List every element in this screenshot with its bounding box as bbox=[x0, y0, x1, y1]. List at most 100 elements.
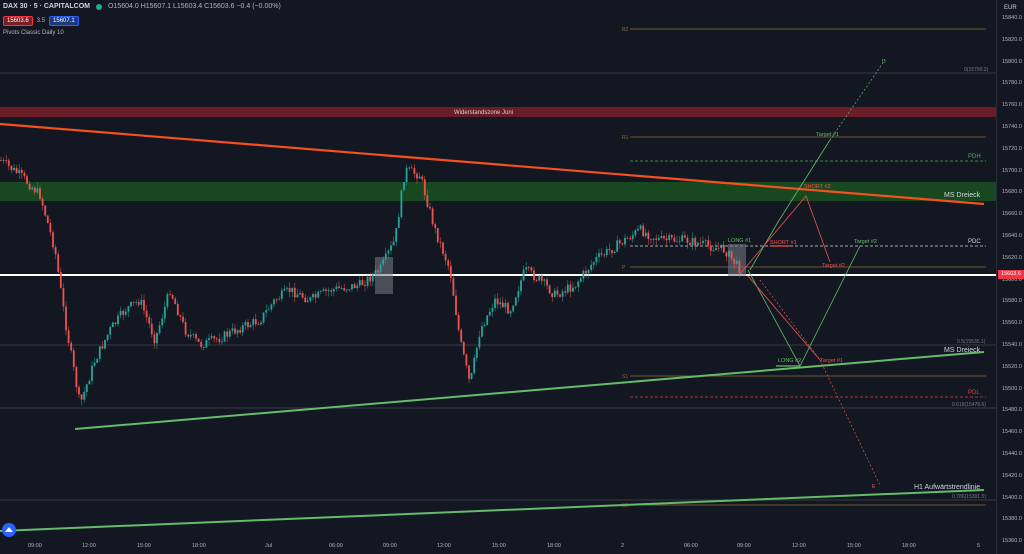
candle-body bbox=[249, 324, 252, 328]
candle-body bbox=[514, 297, 517, 306]
candle-body bbox=[223, 331, 226, 342]
candle-body bbox=[0, 160, 2, 161]
candle-body bbox=[85, 384, 88, 392]
candle-body bbox=[608, 248, 611, 251]
price-tick: 15600.0 bbox=[1002, 276, 1022, 283]
ask-button[interactable]: 15607.1 bbox=[49, 16, 79, 26]
candle-body bbox=[273, 299, 275, 305]
resist-zone[interactable] bbox=[0, 107, 996, 117]
time-tick: 15:00 bbox=[847, 543, 861, 549]
bid-button[interactable]: 15603.6 bbox=[3, 16, 33, 26]
candle-body bbox=[2, 160, 5, 161]
ohlc-readout: O15604.0 H15607.1 L15603.4 C15603.6 −0.4… bbox=[108, 3, 281, 10]
candle-body bbox=[395, 227, 398, 242]
candle-body bbox=[280, 290, 283, 299]
candle-body bbox=[509, 311, 512, 314]
pdc-label: PDC bbox=[968, 239, 981, 245]
candle-body bbox=[520, 280, 522, 292]
p-label: P bbox=[622, 265, 626, 271]
currency-label[interactable]: EUR bbox=[1004, 5, 1017, 11]
time-tick: 09:00 bbox=[28, 543, 42, 549]
candle-body bbox=[650, 239, 652, 240]
candle-body bbox=[691, 237, 694, 246]
candle-body bbox=[572, 287, 574, 292]
candle-body bbox=[707, 240, 710, 246]
pdl-label: PDL bbox=[968, 390, 980, 396]
candle-body bbox=[140, 299, 143, 305]
candle-body bbox=[83, 391, 86, 400]
candle-body bbox=[369, 276, 372, 282]
time-tick: 15:00 bbox=[137, 543, 151, 549]
ms-bottom-trendline[interactable] bbox=[74, 351, 985, 430]
candle-body bbox=[673, 237, 676, 242]
candle-body bbox=[330, 290, 333, 292]
candle-body bbox=[364, 285, 366, 287]
candle-body bbox=[197, 338, 200, 342]
candle-body bbox=[169, 294, 171, 295]
candle-body bbox=[106, 334, 109, 340]
candle-body bbox=[725, 252, 728, 257]
candle-body bbox=[195, 334, 197, 339]
candle-body bbox=[239, 330, 242, 333]
candle-body bbox=[689, 242, 691, 246]
s2-label: S2 bbox=[622, 503, 628, 509]
candle-body bbox=[384, 253, 387, 260]
candle-body bbox=[20, 169, 23, 174]
candle-body bbox=[442, 242, 444, 254]
candle-body bbox=[150, 323, 153, 335]
candle-body bbox=[499, 302, 502, 305]
candle-body bbox=[231, 328, 234, 331]
candle-body bbox=[436, 228, 439, 242]
time-tick: 18:00 bbox=[902, 543, 916, 549]
candle-body bbox=[722, 244, 725, 253]
candle-body bbox=[434, 224, 437, 229]
spread-value: 3.5 bbox=[36, 18, 46, 24]
ms-bottom-label: MS Dreieck bbox=[944, 347, 981, 354]
support-zone[interactable] bbox=[0, 182, 996, 201]
candle-body bbox=[291, 287, 294, 292]
candle-body bbox=[504, 302, 507, 308]
symbol-label[interactable]: DAX 30 · 5 · CAPITALCOM bbox=[3, 3, 90, 10]
ms-top-trendline[interactable] bbox=[0, 122, 985, 206]
candle-body bbox=[366, 276, 369, 286]
candle-body bbox=[618, 240, 621, 244]
price-tick: 15360.0 bbox=[1002, 538, 1022, 545]
candle-body bbox=[122, 310, 125, 315]
candle-body bbox=[634, 230, 637, 236]
candle-body bbox=[728, 250, 730, 257]
price-tick: 15640.0 bbox=[1002, 233, 1022, 239]
candle-body bbox=[187, 334, 190, 337]
candle-body bbox=[668, 235, 671, 241]
candle-body bbox=[535, 280, 538, 281]
candle-body bbox=[670, 235, 673, 238]
candle-body bbox=[377, 270, 379, 273]
candle-body bbox=[730, 250, 733, 259]
candle-body bbox=[228, 330, 231, 337]
candle-body bbox=[431, 208, 434, 225]
r2-label: R2 bbox=[622, 27, 629, 33]
h1-trendline[interactable] bbox=[0, 489, 985, 532]
candle-body bbox=[234, 328, 236, 334]
candle-body bbox=[67, 330, 70, 343]
candle-body bbox=[390, 245, 392, 251]
candle-body bbox=[403, 181, 405, 191]
candle-body bbox=[31, 187, 34, 190]
candle-body bbox=[325, 289, 327, 292]
time-tick: Jul bbox=[265, 543, 273, 549]
candle-body bbox=[397, 217, 400, 228]
candle-body bbox=[564, 291, 567, 293]
candle-body bbox=[686, 237, 689, 243]
candle-body bbox=[117, 315, 119, 325]
candle-body bbox=[270, 304, 273, 310]
candle-body bbox=[10, 165, 13, 171]
candle-body bbox=[582, 270, 585, 279]
candle-body bbox=[587, 269, 590, 274]
candle-body bbox=[566, 284, 569, 293]
candle-body bbox=[569, 284, 572, 292]
candle-body bbox=[340, 288, 343, 289]
candle-body bbox=[551, 293, 554, 297]
price-tick: 15760.0 bbox=[1002, 102, 1022, 109]
candle-body bbox=[559, 294, 561, 297]
indicator-label[interactable]: Pivots Classic Daily 10 bbox=[3, 30, 64, 36]
